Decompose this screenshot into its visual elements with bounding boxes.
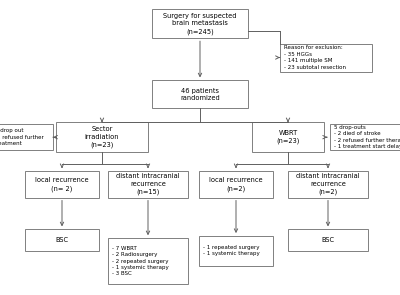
Text: 1 drop out
-1 refused further
treatment: 1 drop out -1 refused further treatment <box>0 128 44 146</box>
FancyBboxPatch shape <box>199 236 273 266</box>
Text: local recurrence
(n=2): local recurrence (n=2) <box>209 177 263 191</box>
Text: local recurrence
(n= 2): local recurrence (n= 2) <box>35 177 89 191</box>
FancyBboxPatch shape <box>280 43 372 72</box>
Text: BSC: BSC <box>322 237 334 243</box>
FancyBboxPatch shape <box>288 230 368 251</box>
FancyBboxPatch shape <box>0 124 53 150</box>
Text: BSC: BSC <box>56 237 68 243</box>
Text: distant intracranial
recurrence
(n=15): distant intracranial recurrence (n=15) <box>116 173 180 195</box>
FancyBboxPatch shape <box>108 171 188 198</box>
Text: WBRT
(n=23): WBRT (n=23) <box>276 130 300 144</box>
FancyBboxPatch shape <box>56 122 148 152</box>
FancyBboxPatch shape <box>25 230 99 251</box>
FancyBboxPatch shape <box>252 122 324 152</box>
Text: Sector
irradiation
(n=23): Sector irradiation (n=23) <box>85 126 119 148</box>
Text: - 7 WBRT
- 2 Radiosurgery
- 2 repeated surgery
- 1 systemic therapy
- 3 BSC: - 7 WBRT - 2 Radiosurgery - 2 repeated s… <box>112 246 169 276</box>
Text: 46 patients
randomized: 46 patients randomized <box>180 88 220 101</box>
FancyBboxPatch shape <box>330 124 400 150</box>
Text: 5 drop-outs
- 2 died of stroke
- 2 refused further therapy
- 1 treatment start d: 5 drop-outs - 2 died of stroke - 2 refus… <box>334 125 400 149</box>
FancyBboxPatch shape <box>25 171 99 198</box>
Text: Reason for exclusion:
- 35 HGGs
- 141 multiple SM
- 23 subtotal resection: Reason for exclusion: - 35 HGGs - 141 mu… <box>284 45 346 70</box>
Text: Surgery for suspected
brain metastasis
(n=245): Surgery for suspected brain metastasis (… <box>163 13 237 35</box>
FancyBboxPatch shape <box>199 171 273 198</box>
FancyBboxPatch shape <box>288 171 368 198</box>
Text: distant intracranial
recurrence
(n=2): distant intracranial recurrence (n=2) <box>296 173 360 195</box>
FancyBboxPatch shape <box>108 238 188 284</box>
Text: - 1 repeated surgery
- 1 systemic therapy: - 1 repeated surgery - 1 systemic therap… <box>203 245 260 256</box>
FancyBboxPatch shape <box>152 9 248 38</box>
FancyBboxPatch shape <box>152 80 248 109</box>
